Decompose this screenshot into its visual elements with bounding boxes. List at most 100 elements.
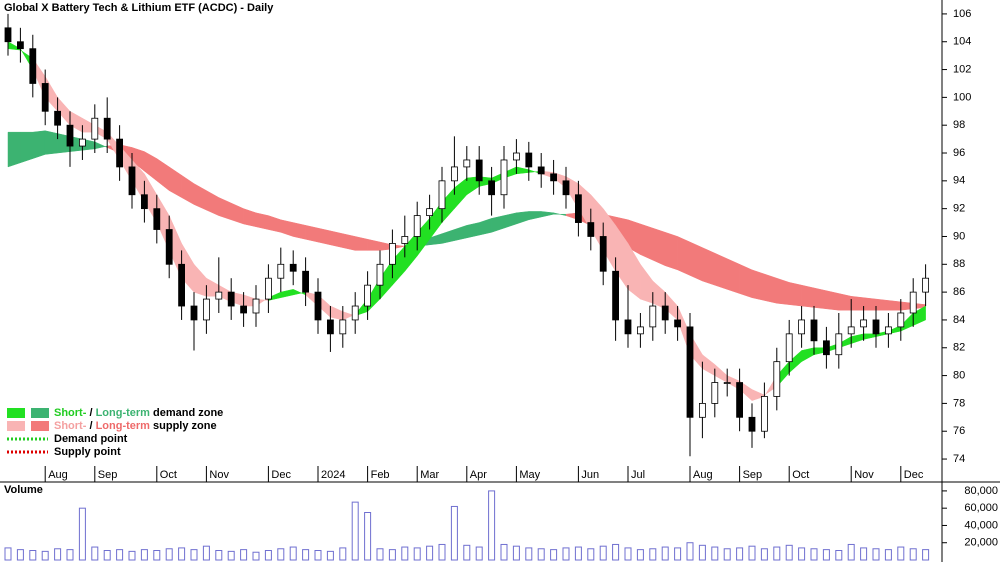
legend-label: Supply point xyxy=(54,446,121,458)
candle-body xyxy=(252,298,260,314)
zone-band xyxy=(292,222,306,240)
volume-bar xyxy=(202,545,210,561)
volume-bar xyxy=(909,548,917,561)
legend-text: demand zone xyxy=(150,407,223,419)
x-tick-label: Jun xyxy=(581,469,599,481)
candle-body xyxy=(79,138,86,147)
volume-bar xyxy=(240,549,248,561)
volume-bar xyxy=(599,545,607,561)
zone-band xyxy=(466,222,480,239)
volume-bar xyxy=(872,548,880,561)
y-tick-label: 92 xyxy=(953,203,965,215)
y-tick-label: 86 xyxy=(953,286,965,298)
legend-swatch xyxy=(31,421,49,431)
candle-body xyxy=(798,319,805,335)
zone-band xyxy=(813,287,827,310)
candle-body xyxy=(835,333,843,356)
y-tick-label: 96 xyxy=(953,147,965,159)
volume-bar xyxy=(574,546,582,561)
legend-text: Long-term xyxy=(96,420,151,432)
candle-body xyxy=(872,319,880,335)
volume-bar xyxy=(326,550,334,561)
zone-band xyxy=(739,263,753,299)
y-tick-label: 104 xyxy=(953,36,971,48)
zone-band xyxy=(689,241,703,282)
chart-title: Global X Battery Tech & Lithium ETF (ACD… xyxy=(4,2,274,14)
candle-body xyxy=(488,180,496,196)
candle-body xyxy=(4,27,12,43)
zone-band xyxy=(801,284,815,308)
volume-bar xyxy=(388,549,396,561)
candle-body xyxy=(823,340,830,356)
candle-body xyxy=(140,194,148,210)
candle-body xyxy=(116,138,123,168)
volume-bar xyxy=(760,548,768,561)
legend-text: Short- xyxy=(54,420,87,432)
candle-body xyxy=(537,166,545,175)
zone-band xyxy=(875,298,889,311)
x-tick-label: Dec xyxy=(271,469,291,481)
x-tick-label: Sep xyxy=(743,469,763,481)
volume-bar xyxy=(785,544,793,561)
zone-band xyxy=(702,247,716,286)
zone-band xyxy=(751,269,765,301)
candle-body xyxy=(612,270,619,321)
legend-text: / xyxy=(86,420,95,432)
candle-body xyxy=(475,159,483,182)
zone-band xyxy=(788,282,802,307)
x-tick-label: Aug xyxy=(693,469,713,481)
volume-bar xyxy=(66,549,74,561)
zone-band xyxy=(714,252,728,290)
legend-swatch xyxy=(7,408,25,418)
volume-bar xyxy=(215,550,223,561)
volume-bar xyxy=(649,548,657,561)
zone-band xyxy=(7,131,21,168)
x-tick-label: 2024 xyxy=(321,469,345,481)
volume-bar xyxy=(550,549,558,561)
candle-body xyxy=(711,382,719,404)
candle-body xyxy=(16,41,24,50)
x-tick-label: Oct xyxy=(160,469,177,481)
volume-bar xyxy=(798,547,806,561)
y-tick-label: 100 xyxy=(953,91,971,103)
legend-text: Supply point xyxy=(54,446,121,458)
volume-bar xyxy=(165,548,173,561)
volume-bar xyxy=(922,549,930,561)
legend-text: / xyxy=(86,407,95,419)
zone-band xyxy=(850,296,864,311)
volume-bar xyxy=(78,507,86,561)
volume-bar xyxy=(426,545,434,561)
volume-bar xyxy=(736,547,744,561)
x-tick-label: Oct xyxy=(792,469,809,481)
zone-band xyxy=(838,293,852,311)
x-tick-label: May xyxy=(519,469,540,481)
y-tick-label: 90 xyxy=(953,230,965,242)
candle-body xyxy=(550,173,557,182)
y-tick-label: 20,000 xyxy=(964,537,998,549)
volume-bar xyxy=(475,546,483,561)
candle-body xyxy=(463,159,471,168)
volume-bar xyxy=(897,546,905,561)
x-tick-label: Mar xyxy=(420,469,439,481)
legend-swatch xyxy=(31,408,49,418)
volume-bar xyxy=(884,549,892,561)
candle-body xyxy=(661,305,669,321)
zone-band xyxy=(330,230,344,248)
zone-band xyxy=(255,212,269,230)
x-tick-label: Aug xyxy=(48,469,68,481)
candle-body xyxy=(847,326,855,335)
volume-bar xyxy=(686,542,694,561)
candle-body xyxy=(91,117,99,140)
zone-band xyxy=(677,236,691,276)
volume-bar xyxy=(178,547,186,561)
y-tick-label: 84 xyxy=(953,314,965,326)
candle-body xyxy=(761,396,768,432)
y-tick-label: 60,000 xyxy=(964,502,998,514)
volume-bar xyxy=(661,546,669,561)
candle-body xyxy=(413,215,421,237)
candle-body xyxy=(376,263,384,286)
x-tick-label: Feb xyxy=(371,469,390,481)
candle-body xyxy=(289,263,297,272)
candle-body xyxy=(674,319,681,328)
volume-bar xyxy=(314,550,322,561)
